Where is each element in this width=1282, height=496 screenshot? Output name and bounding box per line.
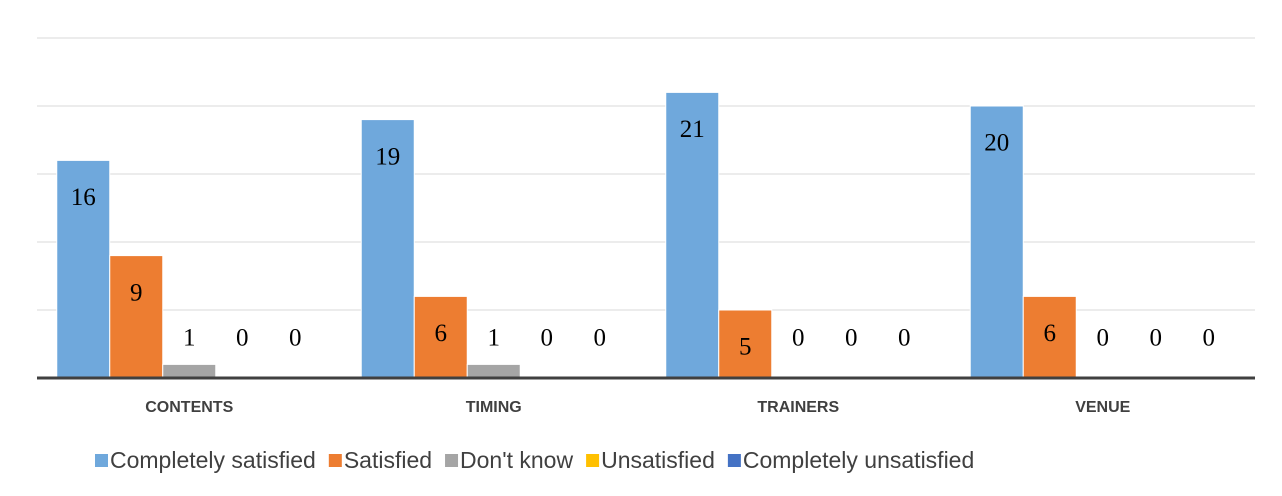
legend-swatch bbox=[95, 454, 108, 467]
data-label: 6 bbox=[435, 320, 448, 347]
data-label: 0 bbox=[845, 325, 858, 352]
legend-label: Satisfied bbox=[344, 447, 432, 473]
legend-label: Completely satisfied bbox=[110, 447, 316, 473]
bar bbox=[665, 91, 720, 379]
data-label: 16 bbox=[71, 184, 96, 211]
data-label: 9 bbox=[130, 279, 143, 306]
legend-label: Unsatisfied bbox=[601, 447, 715, 473]
x-tick-label: VENUE bbox=[1075, 399, 1130, 416]
legend-swatch bbox=[727, 454, 741, 467]
data-label: 19 bbox=[375, 143, 400, 170]
data-label: 21 bbox=[680, 116, 705, 143]
bar bbox=[109, 255, 164, 379]
x-tick-label: TRAINERS bbox=[757, 399, 839, 416]
data-label: 0 bbox=[594, 325, 607, 352]
data-label: 1 bbox=[488, 325, 501, 352]
x-tick-label: TIMING bbox=[466, 399, 522, 416]
data-label: 0 bbox=[1150, 325, 1163, 352]
data-label: 0 bbox=[792, 325, 805, 352]
bar bbox=[162, 363, 217, 379]
data-label: 5 bbox=[739, 334, 752, 361]
legend-label: Don't know bbox=[460, 447, 573, 473]
data-label: 0 bbox=[1203, 325, 1216, 352]
bar bbox=[466, 363, 521, 379]
data-label: 0 bbox=[236, 325, 249, 352]
data-label: 0 bbox=[1097, 325, 1110, 352]
x-tick-label: CONTENTS bbox=[145, 399, 233, 416]
bar bbox=[360, 119, 415, 379]
legend-swatch bbox=[445, 454, 459, 467]
data-label: 20 bbox=[984, 130, 1009, 157]
data-label: 0 bbox=[541, 325, 554, 352]
data-label: 6 bbox=[1044, 320, 1057, 347]
legend-swatch bbox=[586, 454, 600, 467]
bar bbox=[969, 105, 1024, 379]
data-label: 1 bbox=[183, 325, 196, 352]
legend-swatch bbox=[328, 454, 342, 467]
bar bbox=[413, 295, 468, 379]
bar bbox=[718, 309, 773, 379]
data-label: 0 bbox=[898, 325, 911, 352]
legend-label: Completely unsatisfied bbox=[743, 447, 974, 473]
bar bbox=[1022, 295, 1077, 379]
data-label: 0 bbox=[289, 325, 302, 352]
